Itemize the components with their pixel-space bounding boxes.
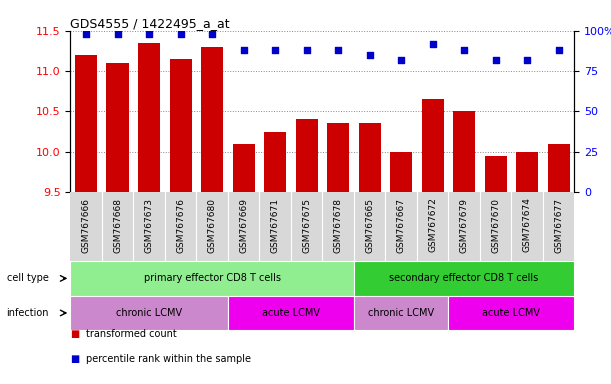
Text: GSM767665: GSM767665 (365, 197, 374, 253)
Point (428, 41, 437, 47)
Point (112, 31, 122, 37)
Bar (75, 55, 97, 192)
Text: GSM767675: GSM767675 (302, 197, 311, 253)
Point (175, 31, 185, 37)
Text: chronic LCMV: chronic LCMV (116, 308, 182, 318)
Bar (453, 111, 475, 192)
Bar (233, 144, 255, 192)
Text: GSM767666: GSM767666 (81, 197, 90, 253)
Text: cell type: cell type (7, 273, 49, 283)
Bar (448, 296, 574, 330)
Bar (359, 124, 381, 192)
Bar (264, 131, 286, 192)
Text: GSM767670: GSM767670 (491, 197, 500, 253)
Text: GSM767669: GSM767669 (239, 197, 248, 253)
Bar (201, 47, 223, 192)
Bar (390, 152, 412, 192)
Point (144, 31, 154, 37)
Text: GSM767672: GSM767672 (428, 197, 437, 252)
Text: acute LCMV: acute LCMV (482, 308, 540, 318)
Text: transformed count: transformed count (86, 329, 177, 339)
Text: GSM767667: GSM767667 (397, 197, 406, 253)
Bar (354, 261, 574, 296)
Bar (106, 63, 128, 192)
Text: infection: infection (6, 308, 49, 318)
Text: GSM767678: GSM767678 (334, 197, 343, 253)
Bar (228, 296, 354, 330)
Point (491, 57, 500, 63)
Text: percentile rank within the sample: percentile rank within the sample (86, 354, 251, 364)
Bar (516, 152, 538, 192)
Text: primary effector CD8 T cells: primary effector CD8 T cells (144, 273, 280, 283)
Text: secondary effector CD8 T cells: secondary effector CD8 T cells (389, 273, 539, 283)
Text: GSM767668: GSM767668 (113, 197, 122, 253)
Bar (70, 296, 228, 330)
Point (365, 52, 375, 58)
Text: GSM767680: GSM767680 (208, 197, 216, 253)
Point (81, 31, 91, 37)
Text: GSM767671: GSM767671 (271, 197, 280, 253)
Point (459, 47, 469, 53)
Bar (547, 144, 569, 192)
Point (239, 47, 249, 53)
Point (554, 47, 563, 53)
Point (270, 47, 280, 53)
Bar (70, 261, 354, 296)
Text: ■: ■ (70, 354, 79, 364)
Bar (327, 124, 349, 192)
Bar (485, 156, 507, 192)
Text: GSM767679: GSM767679 (459, 197, 469, 253)
Bar (354, 296, 448, 330)
Point (522, 57, 532, 63)
Point (396, 57, 406, 63)
Text: ■: ■ (70, 329, 79, 339)
Point (333, 47, 343, 53)
Text: acute LCMV: acute LCMV (262, 308, 320, 318)
Point (207, 31, 217, 37)
Text: GSM767677: GSM767677 (554, 197, 563, 253)
Bar (422, 99, 444, 192)
Text: GSM767676: GSM767676 (176, 197, 185, 253)
Text: GSM767674: GSM767674 (522, 197, 532, 252)
Text: chronic LCMV: chronic LCMV (368, 308, 434, 318)
Bar (169, 59, 192, 192)
Text: GDS4555 / 1422495_a_at: GDS4555 / 1422495_a_at (70, 17, 230, 30)
Bar (296, 119, 318, 192)
Point (302, 47, 312, 53)
Text: GSM767673: GSM767673 (145, 197, 153, 253)
Bar (138, 43, 160, 192)
